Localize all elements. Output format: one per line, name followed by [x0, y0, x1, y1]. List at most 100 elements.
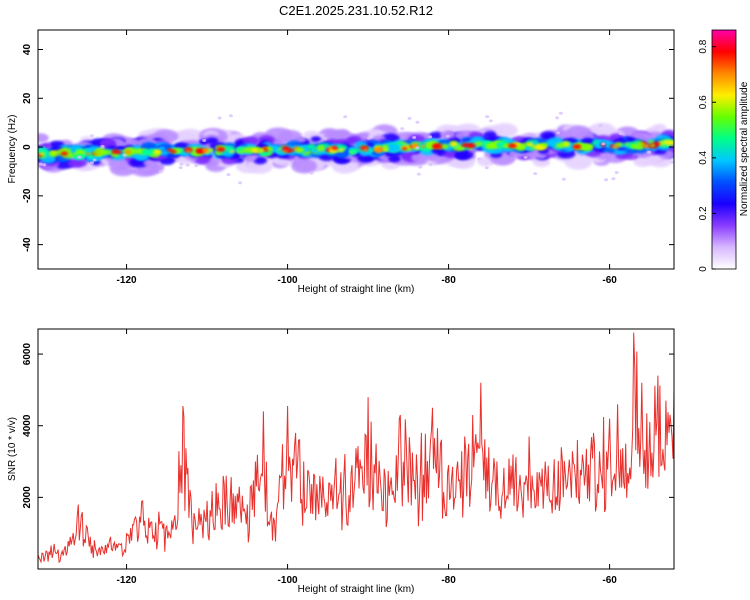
heatmap-speckle: [89, 134, 94, 138]
heatmap-speckle: [561, 177, 566, 181]
spectrogram-x-axis-label: Height of straight line (km): [298, 284, 415, 295]
heatmap-cell: [381, 144, 389, 149]
heatmap-cell: [195, 148, 203, 153]
heatmap-speckle: [412, 135, 417, 139]
heatmap-cell: [383, 147, 389, 151]
heatmap-cell: [508, 143, 517, 149]
heatmap-cell: [469, 143, 476, 148]
heatmap-cell: [136, 148, 143, 153]
heatmap-cell: [338, 148, 345, 152]
heatmap-cell: [316, 146, 325, 152]
x-tick-label: -100: [278, 575, 298, 586]
heatmap-speckle: [179, 162, 184, 166]
heatmap-cell: [140, 141, 157, 151]
heatmap-cell: [295, 147, 305, 153]
heatmap-cell: [449, 142, 458, 147]
heatmap-cell: [433, 144, 443, 149]
spectrogram-x-ticks: -120 -100 -80 -60: [117, 30, 617, 286]
heatmap-cell: [157, 146, 166, 151]
heatmap-cell: [535, 152, 547, 159]
x-tick-label: -120: [117, 275, 137, 286]
heatmap-cell: [186, 149, 191, 153]
heatmap-speckle: [488, 119, 493, 123]
heatmap-speckle: [185, 163, 190, 167]
heatmap-cell: [243, 146, 255, 154]
heatmap-cell: [246, 158, 273, 174]
snr-x-axis-label: Height of straight line (km): [298, 584, 415, 595]
heatmap-cell: [401, 147, 408, 151]
colorbar: 0 0.2 0.4 0.6 0.8 Normalized spectral amplit…: [698, 29, 750, 272]
heatmap-cell: [331, 146, 339, 150]
y-tick-label: 20: [22, 92, 33, 104]
heatmap-cell: [166, 148, 174, 153]
heatmap-speckle: [614, 171, 619, 175]
heatmap-speckle: [92, 158, 97, 162]
spectrogram-y-ticks: -40 -20 0 20 40: [22, 44, 674, 252]
heatmap-speckle: [477, 157, 482, 161]
heatmap-cell: [60, 151, 69, 156]
heatmap-cell: [41, 142, 52, 149]
colorbar-tick-label: 0.6: [698, 95, 709, 109]
snr-x-ticks: -120 -100 -80 -60: [117, 329, 617, 586]
heatmap-speckle: [38, 162, 43, 166]
heatmap-cell: [244, 154, 257, 162]
heatmap-cell: [388, 155, 401, 163]
snr-y-ticks: 2000 4000 6000: [22, 343, 674, 508]
heatmap-cell: [581, 137, 594, 145]
heatmap-cell: [413, 144, 419, 147]
heatmap-speckle: [202, 139, 207, 143]
heatmap-speckle: [428, 135, 433, 139]
spectrogram-panel: -120 -100 -80 -60 -40 -20 0 20 40 Height of str…: [7, 29, 675, 295]
heatmap-speckle: [415, 146, 420, 150]
heatmap-cell: [357, 153, 374, 163]
heatmap-cell: [612, 144, 620, 149]
heatmap-cell: [281, 146, 290, 151]
heatmap-cell: [143, 149, 154, 156]
heatmap-cell: [194, 155, 210, 165]
heatmap-cell: [631, 131, 649, 141]
snr-y-axis-label: SNR (10 * v/v): [7, 417, 18, 481]
heatmap-cell: [216, 146, 226, 152]
heatmap-speckle: [194, 164, 199, 168]
heatmap-cell: [541, 142, 549, 147]
heatmap-speckle: [558, 111, 563, 115]
colorbar-tick-label: 0.2: [698, 206, 709, 220]
heatmap-cell: [524, 145, 533, 151]
heatmap-speckle: [445, 134, 450, 138]
heatmap-speckle: [555, 116, 560, 120]
figure-title: C2E1.2025.231.10.52.R12: [279, 3, 433, 18]
heatmap-cell: [564, 154, 593, 170]
x-tick-label: -80: [441, 575, 456, 586]
heatmap-cell: [624, 142, 630, 146]
heatmap-cell: [310, 136, 321, 142]
heatmap-speckle: [416, 172, 421, 176]
heatmap-speckle: [601, 142, 606, 146]
heatmap-cell: [652, 123, 667, 132]
heatmap-cell: [461, 142, 469, 147]
heatmap-cell: [242, 136, 259, 146]
heatmap-speckle: [366, 136, 371, 140]
colorbar-tick-label: 0.8: [698, 39, 709, 53]
heatmap-speckle: [647, 150, 652, 154]
heatmap-speckle: [484, 166, 489, 170]
heatmap-speckle: [611, 177, 616, 181]
heatmap-cell: [636, 141, 645, 147]
colorbar-tick-label: 0.4: [698, 150, 709, 164]
heatmap-speckle: [77, 155, 82, 159]
heatmap-cell: [250, 148, 258, 153]
heatmap-cell: [208, 148, 214, 152]
spectrogram-heatmap: [38, 111, 674, 185]
heatmap-speckle: [226, 173, 231, 177]
heatmap-cell: [229, 150, 235, 153]
heatmap-speckle: [343, 115, 348, 119]
heatmap-speckle: [238, 181, 243, 185]
y-tick-label: -20: [22, 188, 33, 203]
heatmap-cell: [473, 141, 483, 147]
heatmap-speckle: [556, 131, 561, 135]
x-tick-label: -60: [602, 275, 617, 286]
heatmap-speckle: [523, 155, 528, 159]
heatmap-speckle: [670, 160, 674, 164]
heatmap-speckle: [309, 171, 314, 175]
heatmap-speckle: [618, 132, 623, 136]
